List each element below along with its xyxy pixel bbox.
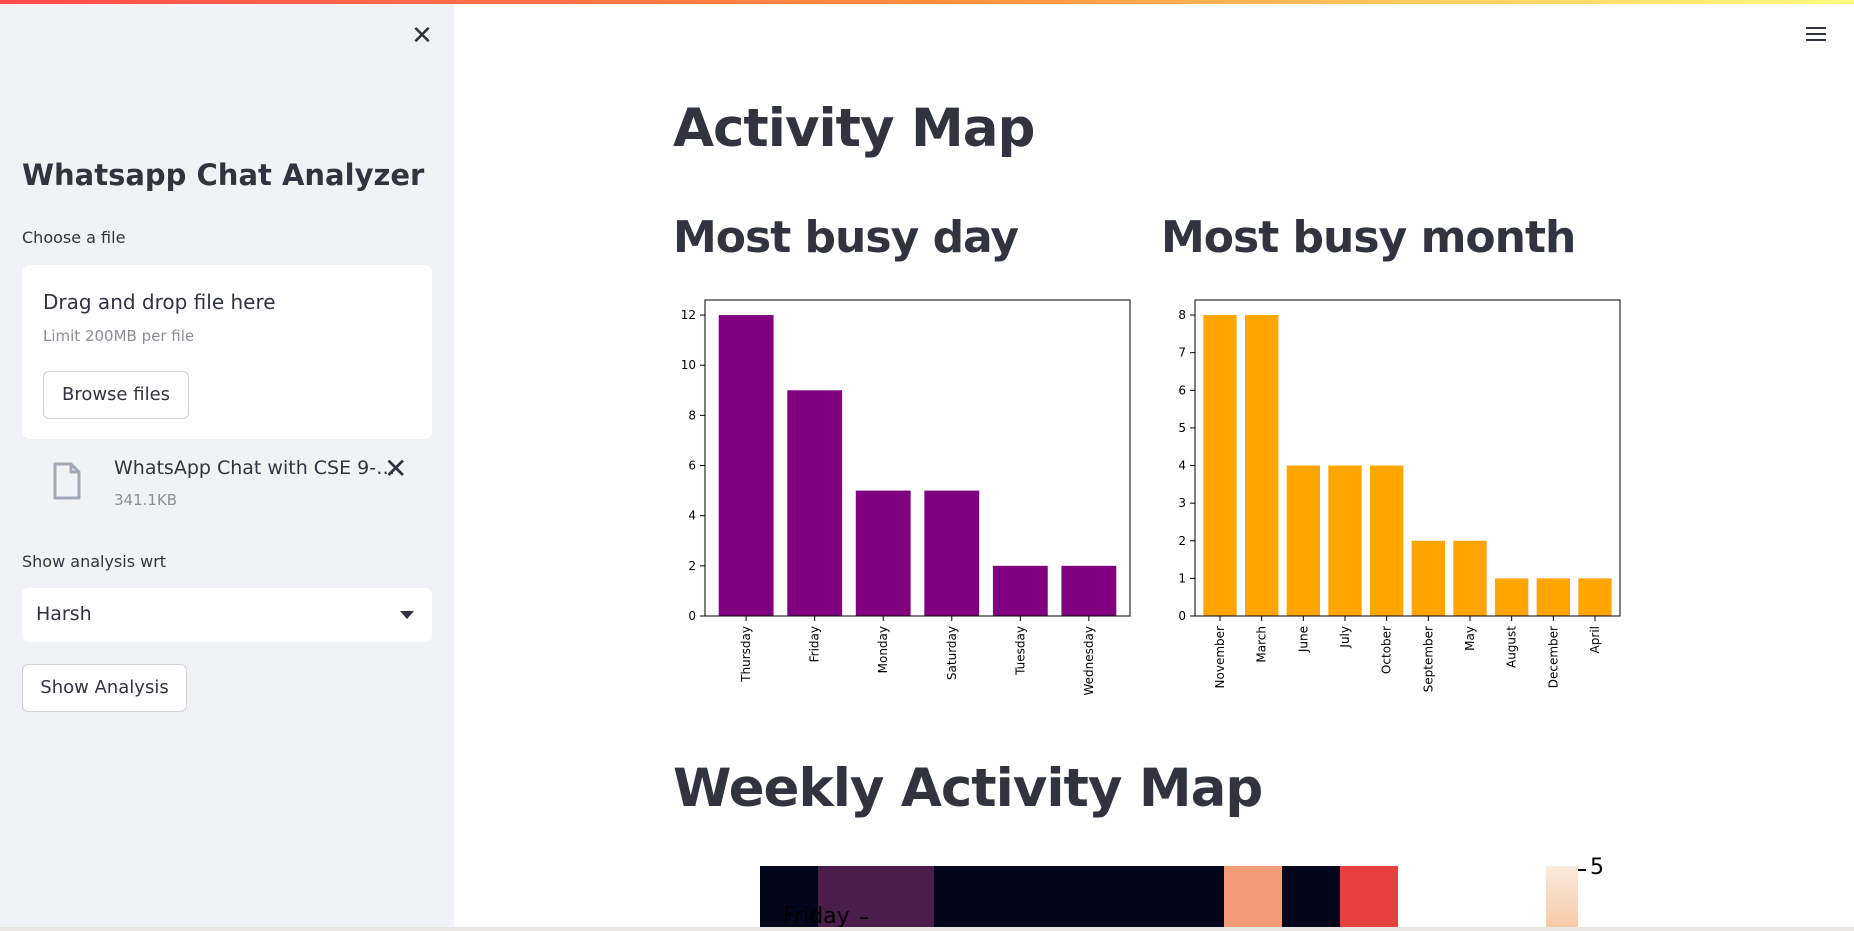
month-bar xyxy=(1411,540,1445,616)
file-uploader-label: Choose a file xyxy=(22,228,126,247)
month-bar xyxy=(1536,578,1570,616)
month-xtick-label: November xyxy=(1213,626,1227,688)
close-sidebar-icon[interactable]: ✕ xyxy=(411,21,433,51)
heatmap-cell xyxy=(992,866,1050,931)
colorbar-label: 5 xyxy=(1590,855,1604,880)
month-xtick-label: April xyxy=(1588,626,1602,653)
uploaded-file-size: 341.1KB xyxy=(114,491,178,509)
day-bar xyxy=(855,490,911,616)
heatmap-cell xyxy=(1166,866,1224,931)
colorbar-tick xyxy=(1578,869,1586,871)
busy-day-chart: 0 2 4 6 8 10 12 Thursday Friday Monday Saturday Tue… xyxy=(660,288,1140,712)
uploaded-file-name: WhatsApp Chat with CSE 9-… xyxy=(114,457,396,479)
month-ytick-label: 7 xyxy=(1178,346,1186,360)
user-select-value: Harsh xyxy=(36,603,92,625)
month-ytick-label: 8 xyxy=(1178,308,1186,322)
month-xtick-label: December xyxy=(1546,626,1560,688)
day-ytick-label: 6 xyxy=(688,459,696,473)
month-bar xyxy=(1453,540,1487,616)
day-plot-frame xyxy=(704,299,1131,617)
day-xtick-label: Tuesday xyxy=(1013,626,1027,676)
month-ytick-label: 5 xyxy=(1178,421,1186,435)
heatmap-colorbar xyxy=(1546,866,1578,931)
month-ytick-label: 4 xyxy=(1178,459,1186,473)
heatmap-cell xyxy=(934,866,992,931)
day-ytick-label: 2 xyxy=(688,559,696,573)
month-xtick-label: September xyxy=(1421,626,1435,692)
show-analysis-button[interactable]: Show Analysis xyxy=(22,664,187,712)
dropzone-instructions: Drag and drop file here xyxy=(43,290,276,314)
day-xtick-label: Thursday xyxy=(739,626,753,683)
page-title: Activity Map xyxy=(673,98,1035,159)
day-xtick-label: Friday xyxy=(808,626,822,662)
busy-month-chart: 0 1 2 3 4 5 6 7 8 November March June July October Sep… xyxy=(1150,288,1630,712)
month-ytick-label: 6 xyxy=(1178,383,1186,397)
month-xtick-label: May xyxy=(1463,626,1477,651)
weekly-heatmap xyxy=(760,866,1620,931)
hamburger-menu-icon[interactable] xyxy=(1806,24,1828,46)
heatmap-cell xyxy=(1108,866,1166,931)
month-bar xyxy=(1328,465,1362,616)
month-xtick-label: August xyxy=(1505,626,1519,668)
busy-month-title: Most busy month xyxy=(1161,212,1576,263)
busy-month-chart-svg: 0 1 2 3 4 5 6 7 8 November March June July October Sep… xyxy=(1178,299,1621,692)
day-ytick-label: 0 xyxy=(688,609,696,623)
day-xtick-label: Wednesday xyxy=(1082,626,1096,695)
day-bar xyxy=(924,490,980,616)
chevron-down-icon xyxy=(400,611,414,619)
month-bar xyxy=(1203,315,1237,616)
month-ytick-label: 0 xyxy=(1178,609,1186,623)
month-xtick-label: June xyxy=(1296,626,1310,653)
month-ytick-label: 1 xyxy=(1178,571,1186,585)
heatmap-cell xyxy=(1224,866,1282,931)
month-xtick-label: March xyxy=(1255,626,1269,663)
heatmap-cell xyxy=(818,866,876,931)
heatmap-cell xyxy=(760,866,818,931)
month-bar xyxy=(1245,315,1279,616)
weekly-activity-title: Weekly Activity Map xyxy=(673,758,1263,819)
day-xtick-label: Saturday xyxy=(945,626,959,680)
day-ytick-label: 4 xyxy=(688,509,696,523)
heatmap-cell xyxy=(1340,866,1398,931)
heatmap-cell xyxy=(876,866,934,931)
day-bar xyxy=(718,315,774,616)
month-xtick-label: July xyxy=(1338,626,1352,649)
heatmap-row-tick xyxy=(860,917,868,919)
day-ytick-label: 10 xyxy=(681,358,696,372)
file-dropzone[interactable]: Drag and drop file here Limit 200MB per … xyxy=(22,265,432,439)
day-xtick-label: Monday xyxy=(876,626,890,673)
month-ytick-label: 2 xyxy=(1178,534,1186,548)
file-icon xyxy=(53,462,81,500)
month-bar xyxy=(1495,578,1529,616)
busy-day-title: Most busy day xyxy=(673,212,1019,263)
top-decoration-bar xyxy=(0,0,1854,4)
month-bar xyxy=(1286,465,1320,616)
day-bar xyxy=(1061,565,1117,616)
user-select[interactable]: Harsh xyxy=(22,588,432,642)
analysis-select-label: Show analysis wrt xyxy=(22,552,167,571)
browse-files-button[interactable]: Browse files xyxy=(43,371,189,419)
month-bar xyxy=(1370,465,1404,616)
app-title: Whatsapp Chat Analyzer xyxy=(22,158,425,192)
day-ytick-label: 12 xyxy=(681,308,696,322)
month-ytick-label: 3 xyxy=(1178,496,1186,510)
day-bar xyxy=(992,565,1048,616)
day-ytick-label: 8 xyxy=(688,408,696,422)
remove-file-icon[interactable]: ✕ xyxy=(384,452,408,485)
sidebar: ✕ Whatsapp Chat Analyzer Choose a file D… xyxy=(0,0,454,931)
heatmap-cell xyxy=(1050,866,1108,931)
month-bar xyxy=(1578,578,1612,616)
busy-day-chart-svg: 0 2 4 6 8 10 12 Thursday Friday Monday Saturday Tue… xyxy=(681,299,1131,695)
month-xtick-label: October xyxy=(1380,626,1394,674)
month-plot-frame xyxy=(1194,299,1621,617)
day-bar xyxy=(787,390,843,616)
bottom-edge xyxy=(0,927,1854,931)
dropzone-limit: Limit 200MB per file xyxy=(43,327,195,345)
heatmap-cell xyxy=(1282,866,1340,931)
heatmap-row-label: Friday xyxy=(783,904,850,929)
